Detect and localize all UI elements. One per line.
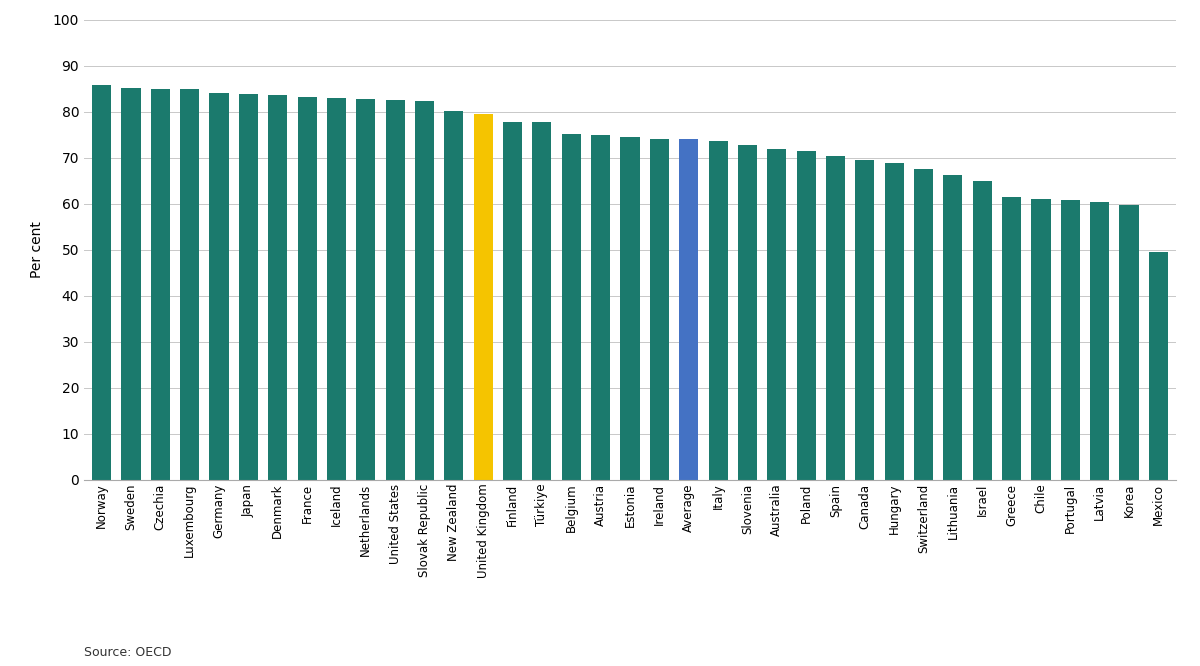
Bar: [326, 98, 346, 480]
Bar: [385, 101, 404, 480]
Bar: [1032, 199, 1050, 480]
Bar: [1120, 205, 1139, 480]
Bar: [298, 97, 317, 480]
Bar: [708, 141, 727, 480]
Bar: [1061, 200, 1080, 480]
Bar: [767, 149, 786, 480]
Bar: [239, 93, 258, 480]
Bar: [914, 169, 934, 480]
Bar: [415, 101, 434, 480]
Bar: [1148, 252, 1168, 480]
Bar: [620, 137, 640, 480]
Text: Source: OECD: Source: OECD: [84, 646, 172, 659]
Bar: [269, 95, 287, 480]
Bar: [562, 134, 581, 480]
Bar: [1002, 197, 1021, 480]
Bar: [1090, 202, 1109, 480]
Bar: [533, 123, 552, 480]
Bar: [92, 85, 112, 480]
Bar: [826, 156, 845, 480]
Bar: [121, 87, 140, 480]
Bar: [474, 114, 493, 480]
Bar: [738, 145, 757, 480]
Bar: [856, 160, 875, 480]
Bar: [180, 89, 199, 480]
Bar: [356, 99, 376, 480]
Bar: [679, 139, 698, 480]
Bar: [884, 163, 904, 480]
Bar: [650, 139, 668, 480]
Bar: [151, 89, 170, 480]
Bar: [210, 93, 228, 480]
Bar: [797, 151, 816, 480]
Y-axis label: Per cent: Per cent: [30, 221, 44, 278]
Bar: [943, 175, 962, 480]
Bar: [503, 121, 522, 480]
Bar: [973, 181, 991, 480]
Bar: [444, 111, 463, 480]
Bar: [592, 135, 610, 480]
